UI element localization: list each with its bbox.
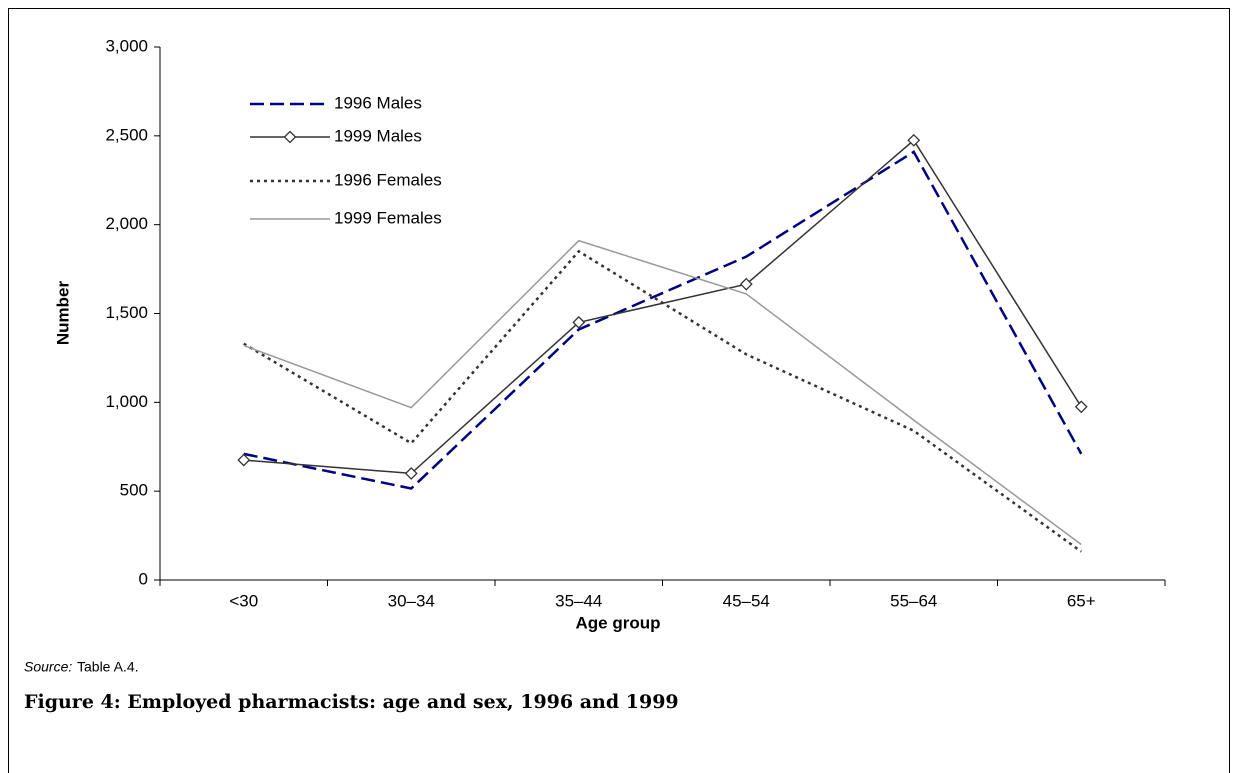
- marker: [907, 133, 921, 147]
- legend-label: 1999 Females: [334, 208, 442, 227]
- caption: Figure 4: Employed pharmacists: age and …: [24, 691, 679, 713]
- y-tick-label: 1,500: [105, 303, 148, 322]
- x-tick-label: 35–44: [555, 591, 602, 610]
- series-line: [243, 239, 1082, 546]
- y-tick-label: 2,000: [105, 214, 148, 233]
- y-tick-label: 3,000: [105, 36, 148, 55]
- y-tick-label: 1,000: [105, 392, 148, 411]
- y-axis-label: Number: [53, 281, 72, 346]
- marker: [739, 277, 753, 291]
- marker: [283, 130, 297, 144]
- legend-label: 1996 Males: [334, 93, 422, 112]
- y-tick-label: 500: [120, 481, 148, 500]
- legend-label: 1999 Males: [334, 126, 422, 145]
- x-tick-label: 55–64: [890, 591, 937, 610]
- series-line: [243, 139, 1082, 475]
- series-line: [243, 249, 1082, 553]
- frame: [8, 8, 1230, 773]
- source-label: Source:: [24, 659, 72, 675]
- x-tick-label: <30: [229, 591, 258, 610]
- marker: [237, 453, 251, 467]
- marker: [404, 466, 418, 480]
- marker: [572, 315, 586, 329]
- y-tick-label: 2,500: [105, 125, 148, 144]
- x-tick-label: 45–54: [723, 591, 770, 610]
- y-tick-label: 0: [139, 569, 148, 588]
- x-tick-label: 65+: [1067, 591, 1096, 610]
- x-tick-label: 30–34: [388, 591, 435, 610]
- x-axis-label: Age group: [576, 613, 661, 632]
- marker: [1074, 400, 1088, 414]
- series-line: [243, 150, 1083, 490]
- legend-label: 1996 Females: [334, 170, 442, 189]
- source-text: Table A.4.: [77, 659, 139, 675]
